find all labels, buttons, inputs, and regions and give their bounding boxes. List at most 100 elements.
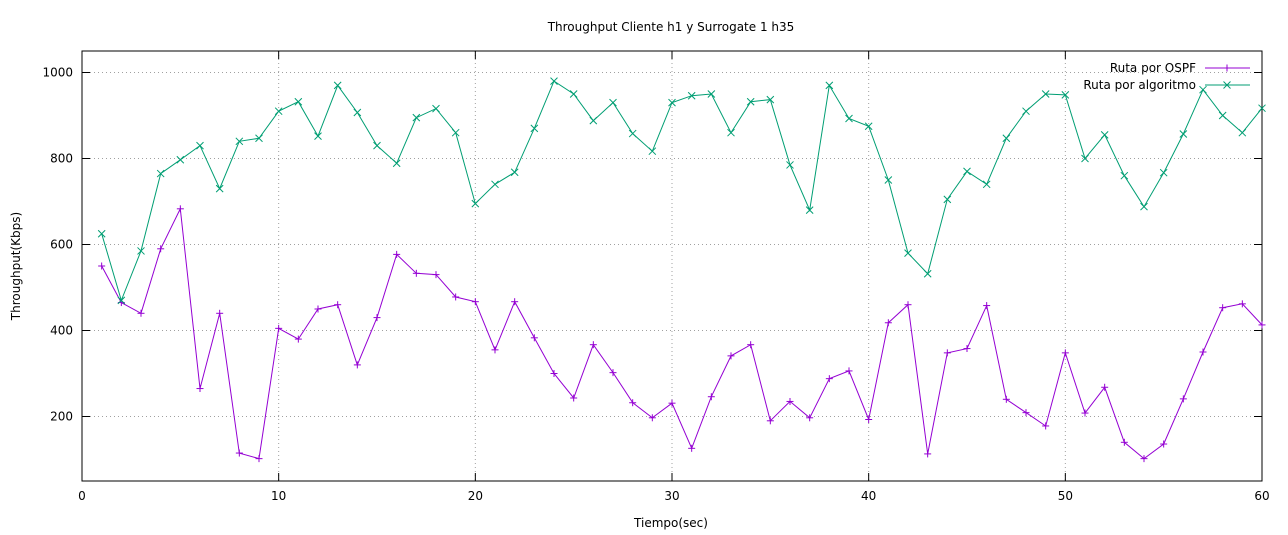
- data-point: [392, 159, 401, 168]
- data-point: [963, 167, 971, 176]
- data-point: [982, 180, 991, 189]
- x-tick-label: 50: [1058, 489, 1073, 503]
- legend: Ruta por OSPF Ruta por algoritmo: [1083, 61, 1250, 92]
- legend-entry: Ruta por OSPF: [1110, 61, 1250, 75]
- y-tick-label: 1000: [42, 66, 73, 80]
- data-point: [629, 399, 637, 407]
- data-point: [137, 247, 145, 255]
- data-point: [1041, 90, 1050, 98]
- legend-marker-sample: [1223, 81, 1231, 89]
- data-point: [707, 90, 716, 98]
- data-point: [156, 169, 165, 178]
- data-point: [1101, 383, 1109, 391]
- data-point: [589, 116, 598, 125]
- data-point: [235, 137, 244, 146]
- data-point: [688, 444, 696, 452]
- legend-label: Ruta por OSPF: [1110, 61, 1196, 75]
- data-point: [1120, 438, 1128, 446]
- y-tick-label: 400: [50, 324, 73, 338]
- data-point: [275, 324, 283, 332]
- data-point: [255, 134, 263, 143]
- ticks-layer: 200 400 600 800 1000 0 10 20 30 40 50 60: [42, 51, 1270, 503]
- data-point: [157, 245, 165, 253]
- data-point: [1160, 440, 1168, 448]
- data-point: [1061, 349, 1069, 357]
- data-point: [668, 399, 676, 407]
- data-point: [1081, 409, 1089, 417]
- data-point: [786, 397, 794, 405]
- data-point: [1199, 348, 1207, 356]
- data-point: [1258, 104, 1266, 113]
- x-tick-label: 10: [271, 489, 286, 503]
- data-point: [1238, 128, 1247, 137]
- data-point: [884, 176, 893, 184]
- data-point: [353, 361, 361, 369]
- data-point: [255, 455, 263, 463]
- data-point: [609, 369, 617, 377]
- data-point: [668, 98, 676, 107]
- y-tick-label: 200: [50, 410, 73, 424]
- x-tick-label: 30: [664, 489, 679, 503]
- data-point: [1179, 395, 1187, 403]
- data-point: [1159, 168, 1168, 177]
- data-point: [196, 385, 204, 393]
- data-point: [451, 128, 460, 137]
- data-point: [314, 305, 322, 313]
- y-axis-label: Throughput(Kbps): [9, 212, 23, 321]
- data-point: [1002, 134, 1011, 143]
- chart-title: Throughput Cliente h1 y Surrogate 1 h35: [547, 20, 795, 34]
- data-point: [1238, 300, 1246, 308]
- data-point: [432, 271, 440, 279]
- data-point: [314, 132, 322, 140]
- data-point: [805, 206, 814, 214]
- data-point: [609, 98, 617, 107]
- x-tick-label: 20: [468, 489, 483, 503]
- data-point: [1002, 395, 1010, 403]
- data-point: [334, 301, 342, 309]
- data-point: [1100, 130, 1109, 139]
- legend-label: Ruta por algoritmo: [1083, 78, 1196, 92]
- data-point: [1140, 455, 1148, 463]
- data-point: [825, 375, 833, 383]
- data-point: [628, 129, 637, 138]
- x-tick-label: 0: [78, 489, 86, 503]
- data-point: [943, 195, 952, 204]
- data-point: [747, 341, 755, 349]
- data-point: [570, 394, 578, 402]
- legend-entry: Ruta por algoritmo: [1083, 78, 1250, 92]
- data-point: [550, 77, 558, 85]
- y-tick-label: 800: [50, 152, 73, 166]
- data-point: [983, 302, 991, 310]
- data-point: [687, 91, 696, 100]
- data-point: [1140, 202, 1148, 211]
- data-point: [943, 349, 951, 357]
- data-point: [1199, 85, 1207, 94]
- data-point: [235, 449, 243, 457]
- data-point: [884, 319, 892, 327]
- data-point: [117, 296, 126, 305]
- data-point: [215, 184, 224, 193]
- data-point: [176, 205, 184, 213]
- data-point: [1258, 321, 1266, 329]
- data-point: [1081, 154, 1089, 163]
- data-point: [845, 367, 853, 375]
- data-point: [727, 128, 735, 137]
- data-point: [904, 249, 912, 257]
- data-point: [746, 97, 755, 106]
- data-point: [511, 298, 519, 306]
- data-point: [393, 250, 401, 258]
- series-line: [101, 80, 1263, 302]
- data-point: [963, 345, 971, 353]
- data-point: [923, 269, 932, 278]
- data-point: [471, 199, 480, 208]
- data-point: [216, 309, 224, 317]
- data-point: [648, 147, 657, 156]
- x-tick-label: 60: [1254, 489, 1269, 503]
- data-point: [845, 114, 853, 123]
- data-point: [648, 414, 656, 422]
- data-point: [1120, 171, 1129, 180]
- data-point: [1022, 409, 1030, 417]
- series-ospf: [98, 205, 1266, 463]
- data-point: [727, 352, 735, 360]
- data-point: [491, 180, 499, 189]
